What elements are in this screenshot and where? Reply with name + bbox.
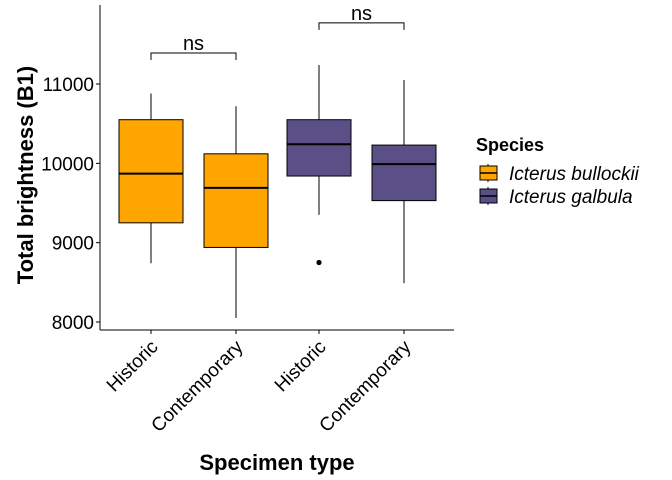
box-4 [371,80,437,284]
legend-label-icterus-galbula: Icterus galbula [509,187,633,208]
box-iqr [118,119,184,224]
y-axis-title: Total brightness (B1) [13,66,38,284]
legend: Species Icterus bullockii Icterus galbul… [476,135,640,208]
outlier-point [316,259,322,266]
significance-bracket: ns [150,33,237,61]
significance-label: ns [183,33,204,55]
y-tick-label: 8000 [52,313,94,334]
bracket-line [318,22,405,30]
legend-entry-icterus-galbula: Icterus galbula [479,187,633,208]
legend-entry-icterus-bullockii: Icterus bullockii [479,164,640,185]
box-iqr [203,153,269,248]
x-axis-title: Specimen type [199,450,354,475]
x-tick-label: Historic [103,337,163,397]
x-tick-label: Contemporary [148,336,248,436]
y-tick-label: 10000 [41,154,94,175]
box-iqr [371,144,437,202]
x-tick-label: Historic [271,337,331,397]
legend-title: Species [476,135,544,155]
legend-label-icterus-bullockii: Icterus bullockii [509,164,640,185]
bracket-line [150,52,237,61]
significance-label: ns [351,3,372,25]
significance-bracket: ns [318,3,405,30]
y-tick-label: 9000 [52,234,94,255]
y-tick-label: 11000 [43,75,94,96]
box-iqr [286,119,352,177]
x-tick-label: Contemporary [316,336,416,436]
box-3 [286,64,352,266]
box-1 [118,93,184,264]
box-2 [203,106,269,319]
